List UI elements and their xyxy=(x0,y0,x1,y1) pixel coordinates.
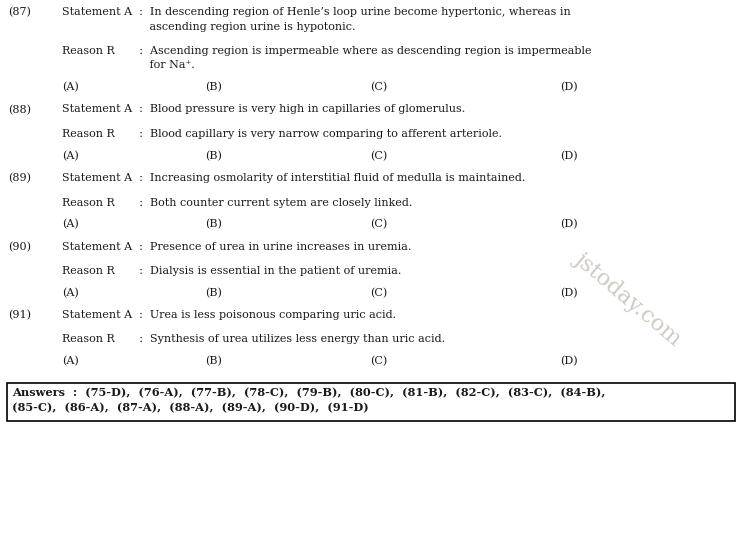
Text: for Na⁺.: for Na⁺. xyxy=(62,61,195,70)
Text: (D): (D) xyxy=(560,150,577,161)
Text: (A): (A) xyxy=(62,356,79,366)
Text: Reason R       :  Dialysis is essential in the patient of uremia.: Reason R : Dialysis is essential in the … xyxy=(62,266,401,276)
Text: ascending region urine is hypotonic.: ascending region urine is hypotonic. xyxy=(62,21,356,32)
Text: (91): (91) xyxy=(8,310,31,320)
Text: (C): (C) xyxy=(370,219,387,229)
Text: Reason R       :  Both counter current sytem are closely linked.: Reason R : Both counter current sytem ar… xyxy=(62,198,412,207)
Text: (B): (B) xyxy=(205,356,222,366)
Text: Statement A  :  Increasing osmolarity of interstitial fluid of medulla is mainta: Statement A : Increasing osmolarity of i… xyxy=(62,173,525,183)
Text: Statement A  :  Blood pressure is very high in capillaries of glomerulus.: Statement A : Blood pressure is very hig… xyxy=(62,105,465,114)
Text: (B): (B) xyxy=(205,82,222,92)
Text: (88): (88) xyxy=(8,105,31,115)
Text: (C): (C) xyxy=(370,150,387,161)
Text: (A): (A) xyxy=(62,219,79,229)
Text: (85-C),  (86-A),  (87-A),  (88-A),  (89-A),  (90-D),  (91-D): (85-C), (86-A), (87-A), (88-A), (89-A), … xyxy=(12,403,369,413)
Text: Reason R       :  Synthesis of urea utilizes less energy than uric acid.: Reason R : Synthesis of urea utilizes le… xyxy=(62,335,445,345)
Text: (D): (D) xyxy=(560,219,577,229)
Text: (B): (B) xyxy=(205,287,222,298)
Text: (87): (87) xyxy=(8,7,31,17)
Text: (B): (B) xyxy=(205,219,222,229)
Text: Answers  :  (75-D),  (76-A),  (77-B),  (78-C),  (79-B),  (80-C),  (81-B),  (82-C: Answers : (75-D), (76-A), (77-B), (78-C)… xyxy=(12,388,606,398)
Text: (89): (89) xyxy=(8,173,31,183)
Text: Statement A  :  Presence of urea in urine increases in uremia.: Statement A : Presence of urea in urine … xyxy=(62,242,411,251)
Text: (D): (D) xyxy=(560,356,577,366)
Text: Statement A  :  Urea is less poisonous comparing uric acid.: Statement A : Urea is less poisonous com… xyxy=(62,310,396,320)
Text: (90): (90) xyxy=(8,242,31,252)
Text: (D): (D) xyxy=(560,82,577,92)
Text: Statement A  :  In descending region of Henle’s loop urine become hypertonic, wh: Statement A : In descending region of He… xyxy=(62,7,571,17)
Text: (B): (B) xyxy=(205,150,222,161)
Text: Reason R       :  Ascending region is impermeable where as descending region is : Reason R : Ascending region is impermeab… xyxy=(62,46,591,56)
Text: (C): (C) xyxy=(370,82,387,92)
Text: Reason R       :  Blood capillary is very narrow comparing to afferent arteriole: Reason R : Blood capillary is very narro… xyxy=(62,129,502,139)
Text: (A): (A) xyxy=(62,150,79,161)
FancyBboxPatch shape xyxy=(7,382,735,420)
Text: (A): (A) xyxy=(62,82,79,92)
Text: (C): (C) xyxy=(370,356,387,366)
Text: (D): (D) xyxy=(560,287,577,298)
Text: (C): (C) xyxy=(370,287,387,298)
Text: jstoday.com: jstoday.com xyxy=(570,247,685,349)
Text: (A): (A) xyxy=(62,287,79,298)
